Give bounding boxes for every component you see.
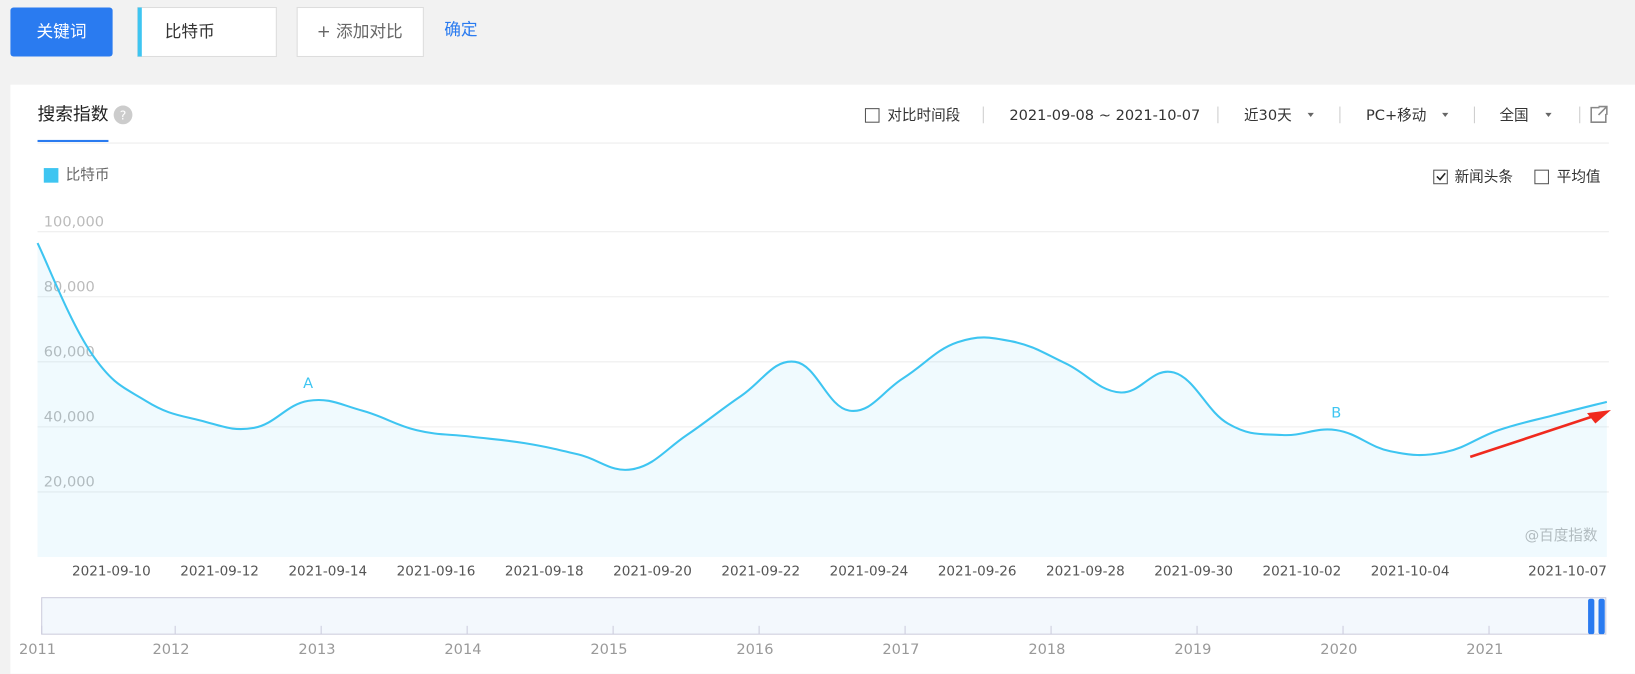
area xyxy=(37,243,1607,558)
add-compare-label: + 添加对比 xyxy=(317,22,403,41)
panel xyxy=(10,84,1635,674)
region-select[interactable]: 全国 xyxy=(1499,106,1528,124)
keyword-text: 比特币 xyxy=(165,22,215,41)
navigator-label: 2013 xyxy=(298,641,335,658)
x-tick-label: 2021-09-20 xyxy=(613,564,692,580)
navigator-handle[interactable] xyxy=(1588,598,1595,635)
add-compare-button[interactable] xyxy=(296,6,424,58)
average-option: 平均值 xyxy=(1557,168,1601,185)
red-arrow-head xyxy=(1587,409,1612,424)
checkbox[interactable] xyxy=(864,108,880,123)
navigator-label: 2017 xyxy=(882,641,919,658)
y-tick-label: 20,000 xyxy=(44,474,95,491)
confirm-link[interactable]: 确定 xyxy=(444,20,477,39)
watermark: @百度指数 xyxy=(1525,527,1598,544)
x-tick-label: 2021-10-07 xyxy=(1528,564,1607,580)
x-tick-label: 2021-09-22 xyxy=(721,564,800,580)
navigator[interactable] xyxy=(41,597,1607,635)
x-tick-label: 2021-09-30 xyxy=(1154,564,1233,580)
x-tick-label: 2021-09-12 xyxy=(180,564,259,580)
export-icon[interactable] xyxy=(1590,105,1608,123)
average-checkbox[interactable] xyxy=(1534,169,1549,185)
tab-underline xyxy=(37,139,109,143)
caret xyxy=(1307,112,1314,117)
x-tick-label: 2021-09-10 xyxy=(72,564,151,580)
news-option: 新闻头条 xyxy=(1455,168,1514,185)
keyword-input[interactable] xyxy=(137,6,277,58)
navigator-label: 2012 xyxy=(152,641,189,658)
caret xyxy=(1545,112,1552,117)
navigator-label: 2019 xyxy=(1174,641,1211,658)
y-tick-label: 40,000 xyxy=(44,408,95,425)
date-range[interactable]: 2021-09-08 ~ 2021-10-07 xyxy=(1009,107,1200,124)
navigator-label: 2018 xyxy=(1028,641,1065,658)
x-tick-label: 2021-09-26 xyxy=(938,564,1017,580)
x-tick-label: 2021-09-18 xyxy=(505,564,584,580)
news-checkbox[interactable] xyxy=(1433,169,1448,185)
caret xyxy=(1442,112,1449,117)
tab-label[interactable]: 搜索指数 xyxy=(38,104,109,125)
compare-period: 对比时间段 xyxy=(887,107,960,124)
x-tick-label: 2021-09-28 xyxy=(1046,564,1125,580)
navigator-label: 2015 xyxy=(590,641,627,658)
period-select[interactable]: 近30天 xyxy=(1244,107,1292,124)
y-tick-label: 80,000 xyxy=(44,278,95,295)
device-select[interactable]: PC+移动 xyxy=(1366,107,1426,124)
navigator-label: 2021 xyxy=(1466,641,1503,658)
legend-label: 比特币 xyxy=(66,166,110,183)
red-arrow xyxy=(1469,415,1594,459)
x-tick-label: 2021-09-16 xyxy=(397,564,476,580)
annotation: B xyxy=(1331,404,1341,421)
navigator-label: 2016 xyxy=(736,641,773,658)
line xyxy=(36,242,1608,471)
keyword-button[interactable] xyxy=(10,7,113,57)
navigator-label: 2020 xyxy=(1320,641,1357,658)
navigator-label: 2011 xyxy=(19,641,56,658)
x-tick-label: 2021-10-02 xyxy=(1262,564,1341,580)
navigator-handle[interactable] xyxy=(1598,598,1605,635)
legend-swatch xyxy=(43,168,59,183)
help-icon-text: ? xyxy=(120,107,127,122)
x-tick-label: 2021-09-14 xyxy=(288,564,367,580)
help-icon[interactable] xyxy=(113,105,133,125)
y-tick-label: 60,000 xyxy=(44,343,95,360)
x-tick-label: 2021-09-24 xyxy=(830,564,909,580)
keyword-color-bar xyxy=(137,7,142,57)
x-tick-label: 2021-10-04 xyxy=(1371,564,1450,580)
y-tick-label: 100,000 xyxy=(44,213,104,230)
navigator-label: 2014 xyxy=(444,641,481,658)
check-mark xyxy=(1436,172,1446,181)
annotation: A xyxy=(303,375,313,392)
keyword-button-label: 关键词 xyxy=(37,22,87,41)
